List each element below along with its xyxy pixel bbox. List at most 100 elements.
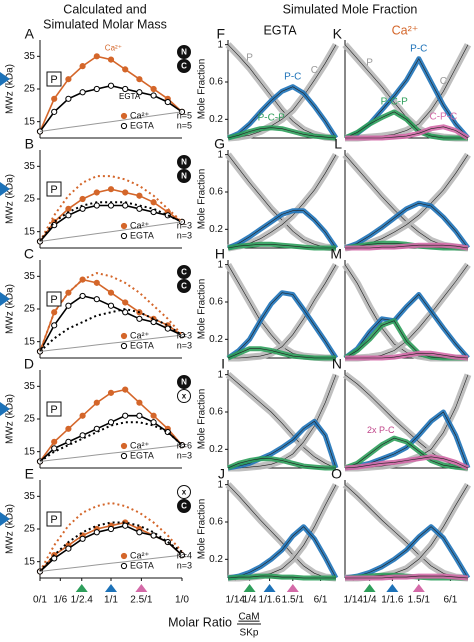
lobe-label: N (181, 158, 187, 167)
data-point (150, 92, 157, 99)
lobe-icon (177, 375, 191, 389)
line (344, 154, 469, 249)
y-axis-label: MWz (kDa) (5, 394, 16, 444)
baseline (39, 334, 183, 352)
legend-n: n=3 (177, 230, 192, 240)
ratio-marker (263, 584, 276, 592)
condition-title: Ca²⁺ (392, 23, 419, 37)
panel-label: I (221, 356, 225, 372)
data-point (51, 95, 58, 102)
line (227, 575, 336, 579)
species-box (46, 291, 62, 307)
line (227, 154, 337, 249)
line (227, 210, 337, 249)
line (344, 526, 469, 579)
data-point (79, 535, 86, 542)
data-point (65, 212, 72, 219)
y-axis-label: Mole Fraction (197, 499, 208, 560)
line (227, 244, 336, 249)
series-label: P-C-P (381, 97, 409, 108)
data-point (122, 66, 129, 73)
species-label: P (50, 404, 57, 416)
line (344, 456, 469, 469)
data-point (93, 425, 100, 432)
simulated-line (39, 421, 183, 463)
data-point (93, 279, 100, 286)
data-point (150, 208, 157, 216)
lobe-icon (177, 155, 191, 169)
line (227, 374, 337, 469)
axis-marker (0, 402, 10, 416)
data-point (79, 89, 86, 96)
legend-n: n=5 (177, 110, 192, 120)
panel-label: L (334, 136, 342, 152)
simulated-line (39, 175, 183, 242)
baseline (39, 444, 183, 462)
data-point (136, 399, 143, 406)
line (228, 264, 337, 359)
y-axis-label: MWz (kDa) (5, 64, 16, 114)
x-tick-label: 1/14 (226, 595, 246, 606)
legend-label: Ca²⁺ (130, 220, 150, 230)
y-tick-label: 0.2 (209, 224, 223, 235)
line (227, 127, 337, 139)
line (344, 437, 469, 469)
panel-label: B (25, 136, 34, 152)
x-axis-label-numerator: CaM (238, 612, 259, 623)
band (342, 152, 469, 252)
x-axis-label-denominator: SKp (240, 628, 259, 639)
data-point (51, 438, 58, 445)
lobe-label: C (181, 282, 187, 291)
lobe-icon (177, 45, 191, 59)
panel-label: G (214, 136, 225, 152)
line (227, 526, 337, 579)
axis-marker (0, 512, 10, 526)
lobe-label: N (181, 172, 187, 181)
legend-n: n=3 (177, 330, 192, 340)
y-axis-label: Mole Fraction (197, 59, 208, 120)
lobe-icon (177, 265, 191, 279)
line (344, 44, 468, 139)
data-point (107, 202, 115, 209)
y-axis-label: MWz (kDa) (5, 284, 16, 334)
ratio-marker (135, 584, 148, 592)
baseline (39, 221, 183, 242)
legend-label: EGTA (130, 560, 154, 570)
data-point (107, 82, 115, 89)
data-point (136, 205, 143, 212)
axis-marker (0, 292, 10, 306)
fit-line (39, 204, 183, 243)
line (227, 458, 336, 469)
data-point (65, 205, 72, 212)
data-point (93, 399, 100, 406)
ratio-marker (363, 584, 376, 592)
y-tick-label: 1 (217, 259, 223, 270)
line (345, 44, 469, 139)
x-tick-label: 1/14 (344, 595, 364, 606)
panel-label: M (330, 246, 342, 262)
lobe-label: N (181, 48, 187, 57)
x-tick-label: 1.5/1 (408, 595, 431, 606)
species-label: P (50, 184, 57, 196)
panel-label: H (215, 246, 225, 262)
lobe-icon (177, 59, 191, 73)
y-tick-label: 0.2 (209, 444, 223, 455)
species-box (46, 181, 62, 197)
panel-label: D (24, 356, 34, 372)
data-point (150, 419, 157, 426)
legend-label: EGTA (130, 120, 154, 130)
fit-line (39, 55, 183, 132)
legend-n: n=3 (177, 560, 192, 570)
lobe-icon (177, 389, 191, 403)
band (342, 482, 469, 582)
data-point (164, 98, 171, 106)
legend-n: n=5 (177, 120, 192, 130)
data-point (136, 192, 143, 199)
legend-label: Ca²⁺ (130, 110, 150, 120)
panel-label: C (24, 246, 34, 262)
y-tick-label: 15 (24, 336, 36, 347)
simulated-line (39, 307, 183, 353)
data-point (51, 445, 58, 452)
data-point (136, 76, 143, 83)
